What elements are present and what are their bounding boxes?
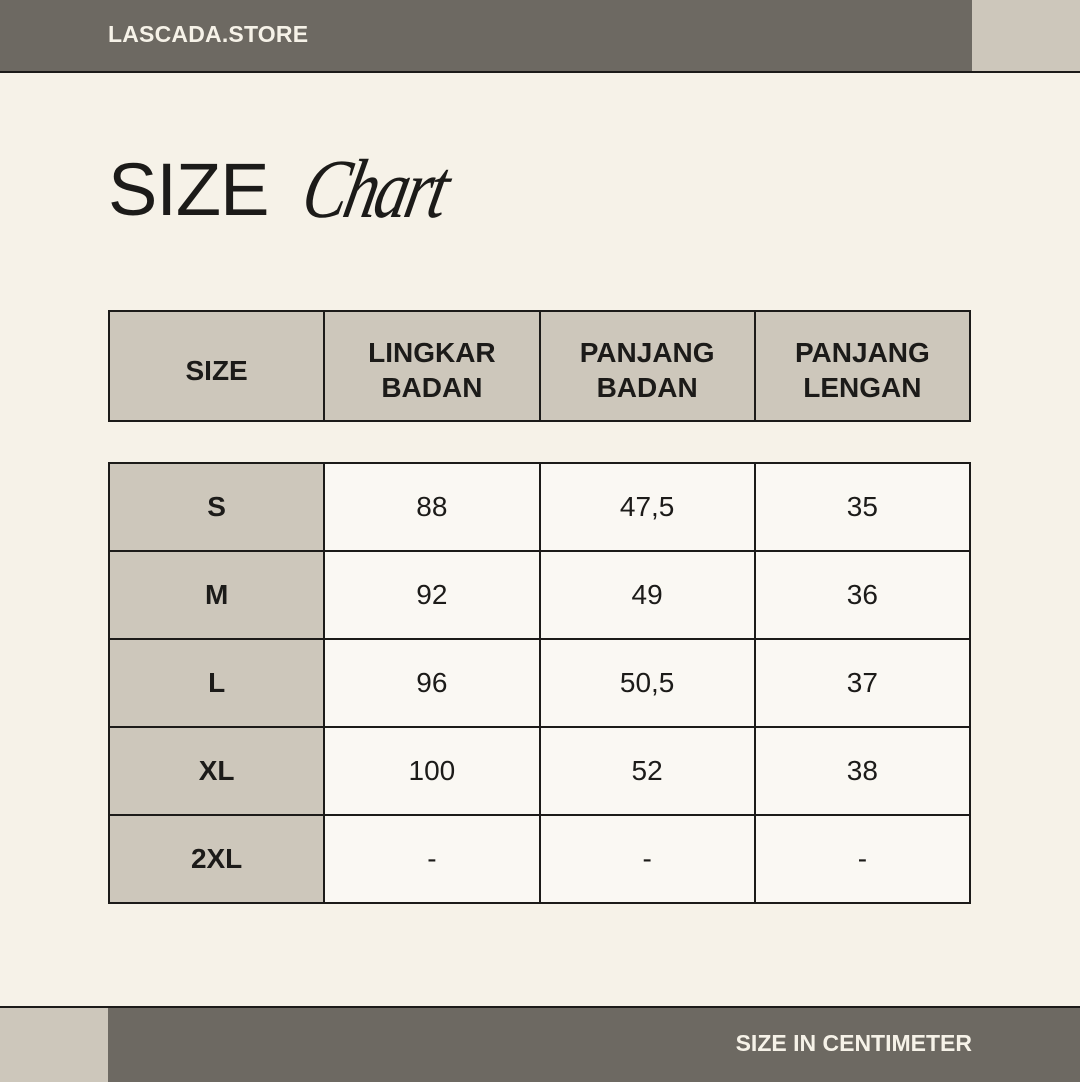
measurement-cell: 36 xyxy=(753,550,972,640)
column-header: LINGKAR BADAN xyxy=(323,310,541,422)
column-header: PANJANG BADAN xyxy=(538,310,756,422)
title-main: SIZE xyxy=(108,148,269,231)
table-row: 2XL - - - xyxy=(107,814,972,904)
measurement-cell: 37 xyxy=(753,638,972,728)
measurement-cell: 92 xyxy=(323,550,541,640)
size-label-cell: L xyxy=(107,638,326,728)
measurement-cell: - xyxy=(753,814,972,904)
measurement-cell: 88 xyxy=(323,462,541,552)
page-title: SIZE Chart xyxy=(108,143,473,236)
size-label-cell: 2XL xyxy=(107,814,326,904)
measurement-cell: 38 xyxy=(753,726,972,816)
measurement-cell: 49 xyxy=(538,550,756,640)
accent-square xyxy=(0,1008,108,1082)
measurement-cell: - xyxy=(538,814,756,904)
size-label-cell: XL xyxy=(107,726,326,816)
brand-name: LASCADA.STORE xyxy=(108,21,309,47)
size-label-cell: S xyxy=(107,462,326,552)
unit-note: SIZE IN CENTIMETER xyxy=(735,1030,972,1056)
table-row: S 88 47,5 35 xyxy=(107,462,972,552)
measurement-cell: 52 xyxy=(538,726,756,816)
column-header: PANJANG LENGAN xyxy=(753,310,972,422)
size-label-cell: M xyxy=(107,550,326,640)
accent-square xyxy=(972,0,1080,71)
size-table-header: SIZE LINGKAR BADAN PANJANG BADAN PANJANG LE… xyxy=(107,310,972,422)
top-bar: LASCADA.STORE xyxy=(0,0,1080,73)
table-row: L 96 50,5 37 xyxy=(107,638,972,728)
bottom-bar: SIZE IN CENTIMETER xyxy=(0,1006,1080,1082)
size-table: S 88 47,5 35 M 92 49 36 L 96 50,5 37 XL 100 52 38 2XL - - - xyxy=(107,462,972,904)
title-script: Chart xyxy=(295,143,456,236)
measurement-cell: 47,5 xyxy=(538,462,756,552)
measurement-cell: - xyxy=(323,814,541,904)
measurement-cell: 35 xyxy=(753,462,972,552)
measurement-cell: 96 xyxy=(323,638,541,728)
table-row: XL 100 52 38 xyxy=(107,726,972,816)
column-header: SIZE xyxy=(107,310,326,422)
table-row: M 92 49 36 xyxy=(107,550,972,640)
measurement-cell: 100 xyxy=(323,726,541,816)
measurement-cell: 50,5 xyxy=(538,638,756,728)
